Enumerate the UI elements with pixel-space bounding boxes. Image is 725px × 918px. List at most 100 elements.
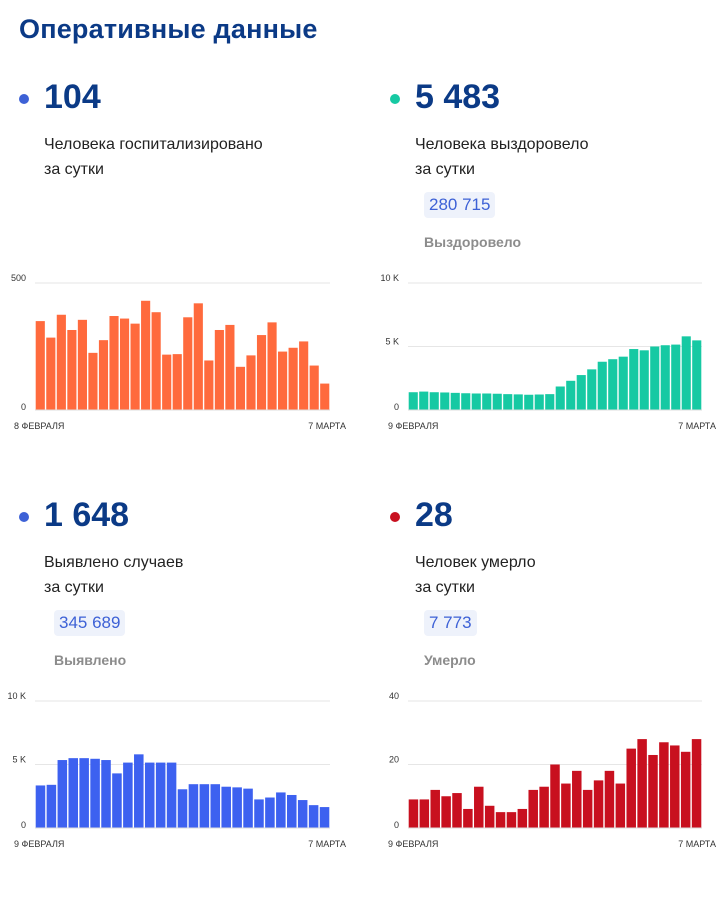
bar	[534, 394, 544, 410]
bar	[503, 394, 513, 411]
bar	[119, 318, 130, 410]
bar	[566, 380, 576, 410]
bar	[101, 760, 111, 828]
y-tick-label: 5 K	[12, 755, 26, 765]
bar	[166, 762, 177, 828]
bar	[162, 354, 172, 410]
bar	[183, 317, 193, 410]
bar	[77, 319, 87, 410]
bar	[408, 392, 418, 410]
bar	[155, 762, 166, 828]
bar	[141, 300, 151, 410]
bar	[492, 393, 502, 410]
bar	[267, 322, 277, 410]
big-number: 28	[415, 496, 453, 534]
big-number: 5 483	[415, 78, 501, 116]
bar	[320, 383, 330, 410]
bar	[265, 797, 275, 828]
caption: Человека выздоровело за сутки	[415, 132, 588, 182]
total-badge-label: Умерло	[424, 652, 476, 668]
bar	[484, 805, 495, 828]
x-tick-label-end: 7 МАРТА	[308, 839, 346, 849]
bar	[629, 349, 639, 410]
bar	[419, 799, 430, 828]
bar	[528, 789, 538, 828]
bar	[582, 789, 593, 828]
bar	[308, 805, 319, 828]
bar	[681, 336, 691, 410]
x-tick-label-start: 8 ФЕВРАЛЯ	[14, 421, 64, 431]
total-badge-label: Выявлено	[54, 652, 127, 668]
bar	[576, 375, 586, 410]
bar	[691, 739, 702, 828]
bar	[35, 321, 45, 410]
caption-line-2: за сутки	[415, 161, 475, 178]
bar	[626, 748, 636, 829]
bar	[660, 345, 670, 410]
bar	[555, 386, 565, 410]
bar	[650, 346, 660, 410]
y-tick-label: 20	[389, 755, 399, 765]
bar	[604, 770, 615, 828]
bar	[235, 366, 246, 410]
series-dot	[19, 512, 29, 522]
caption-line-2: за сутки	[44, 579, 104, 596]
y-tick-label: 0	[21, 402, 26, 412]
bar	[254, 799, 264, 828]
bar	[429, 392, 439, 410]
bar	[680, 751, 691, 828]
big-number: 104	[44, 78, 101, 116]
bar	[278, 351, 288, 410]
bar	[419, 391, 429, 410]
bar	[670, 745, 680, 828]
bar	[57, 760, 68, 828]
bar	[506, 812, 517, 829]
panel-hospitalized: 104 Человека госпитализировано за сутки …	[0, 60, 346, 480]
bar	[256, 335, 267, 410]
bar	[463, 808, 473, 828]
bar	[46, 784, 57, 828]
bar	[221, 786, 231, 828]
y-tick-label: 5 K	[385, 337, 399, 347]
bar	[482, 393, 492, 410]
bar	[214, 329, 224, 410]
big-number: 1 648	[44, 496, 130, 534]
caption: Человек умерло за сутки	[415, 550, 536, 600]
x-tick-label-start: 9 ФЕВРАЛЯ	[388, 839, 438, 849]
bar	[56, 314, 66, 410]
bar	[112, 773, 122, 828]
bar	[225, 324, 235, 410]
bar	[204, 360, 214, 410]
series-dot	[390, 512, 400, 522]
caption-line-1: Выявлено случаев	[44, 554, 184, 571]
y-tick-label: 0	[394, 820, 399, 830]
bar	[98, 340, 109, 410]
bar	[450, 392, 460, 410]
y-tick-label: 0	[21, 820, 26, 830]
x-tick-label-start: 9 ФЕВРАЛЯ	[14, 839, 64, 849]
bar	[659, 742, 669, 828]
bar	[319, 807, 330, 828]
bar	[193, 303, 203, 410]
bar	[495, 812, 506, 829]
bar	[123, 762, 133, 828]
bar	[593, 780, 604, 829]
caption-line-1: Человека выздоровело	[415, 136, 589, 153]
bar	[79, 758, 89, 828]
y-tick-label: 10 K	[380, 273, 399, 283]
bar	[517, 808, 528, 828]
caption-line-2: за сутки	[44, 161, 104, 178]
bar	[109, 316, 119, 410]
y-tick-label: 0	[394, 402, 399, 412]
bar	[441, 796, 451, 828]
total-badge: 345 689	[54, 610, 126, 636]
bar	[68, 758, 79, 828]
bar	[210, 784, 221, 828]
bar	[246, 355, 256, 410]
bar	[513, 394, 523, 410]
y-tick-label: 40	[389, 691, 399, 701]
bar	[572, 770, 582, 828]
bar	[440, 392, 450, 410]
x-tick-label-end: 7 МАРТА	[678, 421, 716, 431]
bar	[288, 347, 298, 410]
